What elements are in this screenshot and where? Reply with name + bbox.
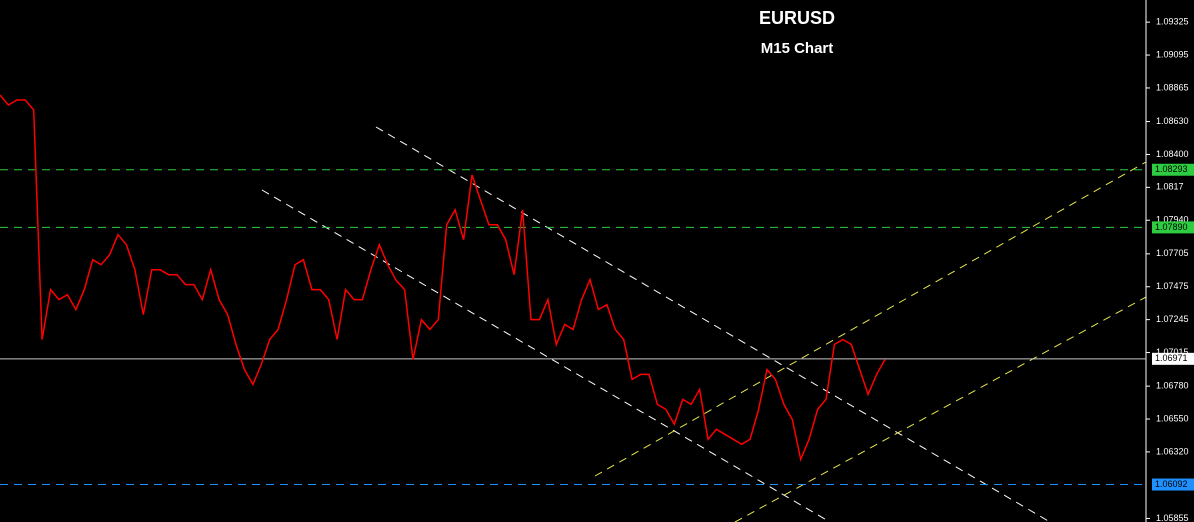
y-tick-label: 1.06780: [1156, 381, 1189, 391]
y-tick-label: 1.06320: [1156, 446, 1189, 456]
level-label-bg: [1152, 352, 1194, 365]
trendline: [734, 296, 1147, 522]
trendline: [375, 126, 1051, 522]
y-tick-label: 1.0817: [1156, 182, 1184, 192]
y-tick-label: 1.08400: [1156, 149, 1189, 159]
chart-title: EURUSD: [759, 8, 835, 28]
y-tick-label: 1.05855: [1156, 513, 1189, 522]
y-tick-label: 1.09095: [1156, 49, 1189, 59]
level-label: 1.08293: [1155, 164, 1188, 174]
level-label-bg: [1152, 478, 1194, 491]
y-tick-label: 1.07940: [1156, 215, 1189, 225]
level-label-bg: [1152, 163, 1194, 176]
y-tick-label: 1.08865: [1156, 82, 1189, 92]
trendline: [594, 161, 1147, 477]
price-line: [0, 94, 886, 462]
trendlines: [261, 126, 1147, 522]
y-tick-label: 1.07475: [1156, 281, 1189, 291]
level-label: 1.07890: [1155, 222, 1188, 232]
y-tick-label: 1.07245: [1156, 314, 1189, 324]
y-tick-label: 1.09325: [1156, 17, 1189, 27]
level-label: 1.06092: [1155, 479, 1188, 489]
chart-subtitle: M15 Chart: [761, 40, 834, 57]
trendline: [261, 189, 831, 522]
level-label-bg: [1152, 221, 1194, 234]
y-tick-label: 1.07015: [1156, 347, 1189, 357]
y-tick-label: 1.07705: [1156, 248, 1189, 258]
level-label: 1.06971: [1155, 353, 1188, 363]
y-tick-label: 1.06550: [1156, 413, 1189, 423]
y-tick-label: 1.08630: [1156, 116, 1189, 126]
